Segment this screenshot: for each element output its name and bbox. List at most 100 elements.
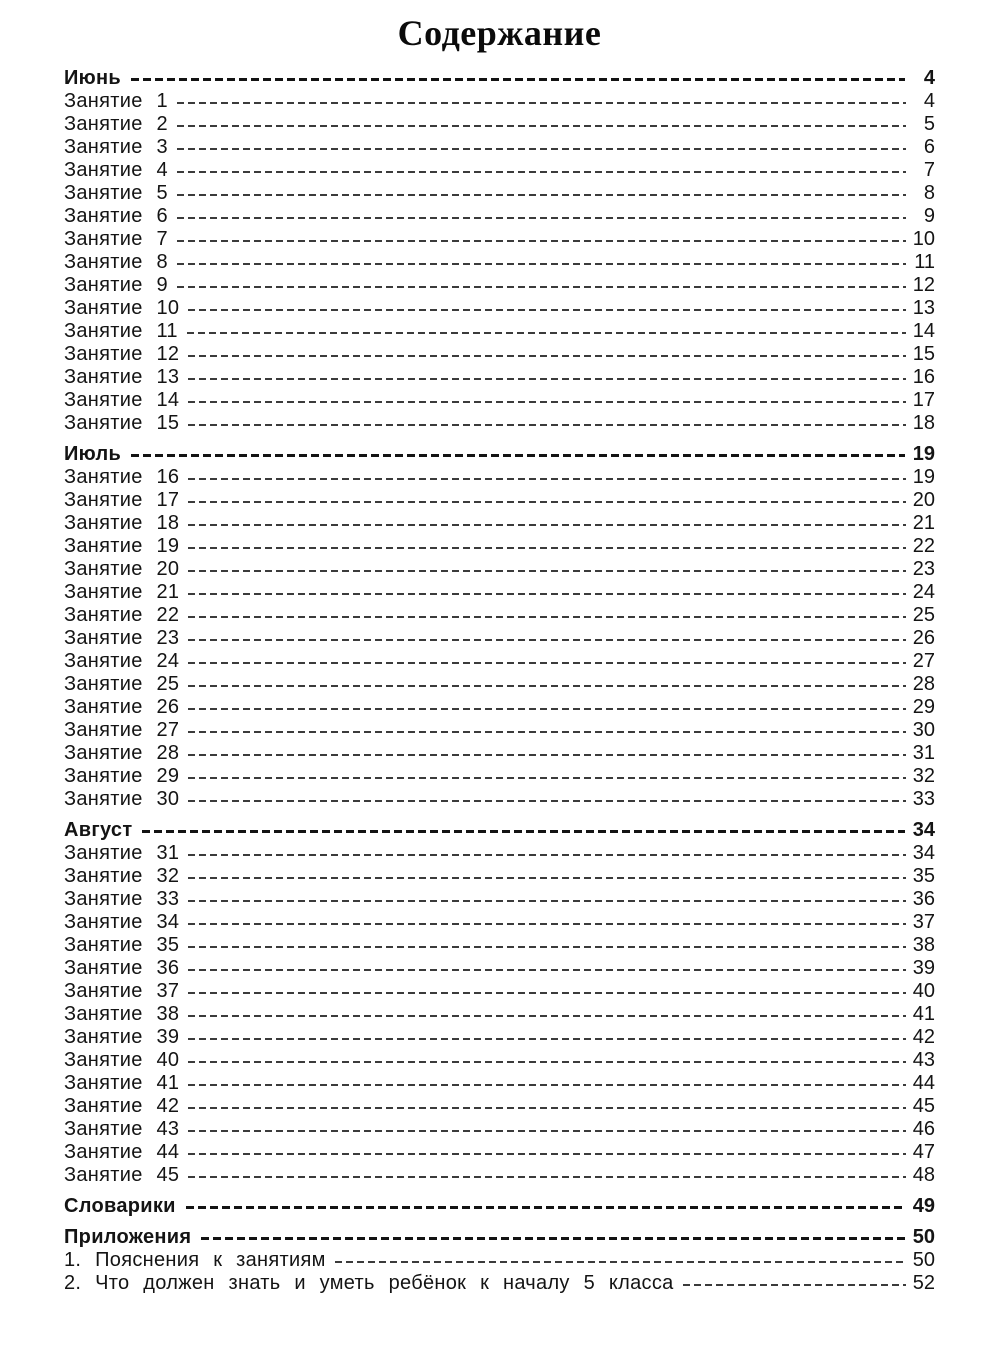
entry-label: Занятие 1 — [64, 90, 168, 112]
entry-page-number: 38 — [912, 934, 935, 956]
toc-entry: Занятие 16 19 — [64, 466, 935, 489]
entry-page-number: 29 — [912, 696, 935, 718]
entry-label: Занятие 19 — [64, 535, 180, 557]
entry-label: Занятие 3 — [64, 136, 168, 158]
section-label: Приложения — [64, 1226, 192, 1248]
entry-page-number: 52 — [912, 1272, 935, 1294]
dash-leader-icon — [188, 1176, 906, 1178]
toc-entry: Занятие 30 33 — [64, 788, 935, 811]
entry-label: Занятие 29 — [64, 765, 180, 787]
toc-entry: Занятие 14 17 — [64, 389, 935, 412]
entry-page-number: 46 — [912, 1118, 935, 1140]
entry-label: Занятие 22 — [64, 604, 180, 626]
dash-leader-icon — [188, 524, 906, 526]
toc-entry: Занятие 20 23 — [64, 558, 935, 581]
dash-leader-icon — [188, 969, 906, 971]
dash-leader-icon — [188, 754, 906, 756]
toc-entry: Занятие 19 22 — [64, 535, 935, 558]
dash-leader-icon — [188, 547, 906, 549]
entry-page-number: 26 — [912, 627, 935, 649]
entry-label: Занятие 15 — [64, 412, 180, 434]
entry-page-number: 4 — [923, 90, 935, 112]
toc-section-header: Июль 19 — [64, 443, 935, 466]
dash-leader-icon — [334, 1261, 906, 1263]
toc-entry: Занятие 35 38 — [64, 934, 935, 957]
dash-leader-icon — [176, 102, 906, 104]
toc-section-header: Приложения 50 — [64, 1226, 935, 1249]
entry-label: Занятие 14 — [64, 389, 180, 411]
dash-leader-icon — [176, 171, 906, 173]
entry-label: 2. Что должен знать и уметь ребёнок к на… — [64, 1272, 674, 1294]
entry-label: Занятие 32 — [64, 865, 180, 887]
dash-leader-icon — [188, 992, 906, 994]
entry-label: Занятие 24 — [64, 650, 180, 672]
entry-label: Занятие 33 — [64, 888, 180, 910]
toc-entry: Занятие 5 8 — [64, 182, 935, 205]
entry-label: Занятие 20 — [64, 558, 180, 580]
toc-entry: Занятие 17 20 — [64, 489, 935, 512]
toc-entry: 1. Пояснения к занятиям 50 — [64, 1249, 935, 1272]
dash-leader-icon — [188, 1130, 906, 1132]
entry-page-number: 22 — [912, 535, 935, 557]
section-page-number: 19 — [912, 443, 935, 465]
dash-leader-icon — [176, 217, 906, 219]
dash-leader-icon — [176, 148, 906, 150]
toc-entry: Занятие 38 41 — [64, 1003, 935, 1026]
toc-entry: Занятие 8 11 — [64, 251, 935, 274]
entry-page-number: 23 — [912, 558, 935, 580]
dash-leader-icon — [188, 501, 906, 503]
dash-leader-icon — [682, 1284, 906, 1286]
dash-leader-icon — [176, 263, 906, 265]
dash-leader-icon — [188, 1107, 906, 1109]
toc-entry: Занятие 29 32 — [64, 765, 935, 788]
entry-label: Занятие 5 — [64, 182, 168, 204]
page-title: Содержание — [397, 13, 602, 53]
toc-entry: Занятие 27 30 — [64, 719, 935, 742]
toc-entry: Занятие 10 13 — [64, 297, 935, 320]
dash-leader-icon — [188, 685, 906, 687]
toc-entry: Занятие 13 16 — [64, 366, 935, 389]
entry-page-number: 7 — [923, 159, 935, 181]
dash-leader-icon — [188, 570, 906, 572]
entry-page-number: 45 — [912, 1095, 935, 1117]
dash-leader-icon — [176, 286, 906, 288]
dash-leader-icon — [188, 1153, 906, 1155]
entry-page-number: 44 — [912, 1072, 935, 1094]
entry-page-number: 37 — [912, 911, 935, 933]
section-page-number: 50 — [912, 1226, 935, 1248]
entry-label: Занятие 36 — [64, 957, 180, 979]
entry-label: Занятие 45 — [64, 1164, 180, 1186]
toc-entry: Занятие 45 48 — [64, 1164, 935, 1187]
entry-label: Занятие 26 — [64, 696, 180, 718]
section-page-number: 34 — [912, 819, 935, 841]
entry-page-number: 17 — [912, 389, 935, 411]
dash-leader-icon — [176, 240, 906, 242]
dash-leader-icon — [188, 662, 906, 664]
toc-entry: Занятие 22 25 — [64, 604, 935, 627]
section-label: Август — [64, 819, 133, 841]
toc-entry: Занятие 26 29 — [64, 696, 935, 719]
toc-entry: Занятие 32 35 — [64, 865, 935, 888]
entry-label: Занятие 12 — [64, 343, 180, 365]
dash-leader-icon — [186, 332, 906, 334]
entry-label: Занятие 35 — [64, 934, 180, 956]
entry-label: Занятие 23 — [64, 627, 180, 649]
entry-label: Занятие 38 — [64, 1003, 180, 1025]
entry-page-number: 31 — [912, 742, 935, 764]
toc-entry: Занятие 21 24 — [64, 581, 935, 604]
toc-entry: Занятие 40 43 — [64, 1049, 935, 1072]
toc-list: Июнь 4 Занятие 1 4 Занятие 2 5 Занятие 3… — [64, 67, 935, 1295]
entry-label: Занятие 39 — [64, 1026, 180, 1048]
entry-page-number: 47 — [912, 1141, 935, 1163]
dash-leader-icon — [188, 854, 906, 856]
entry-page-number: 10 — [912, 228, 935, 250]
entry-page-number: 8 — [923, 182, 935, 204]
dash-leader-icon — [188, 1038, 906, 1040]
toc-entry: Занятие 37 40 — [64, 980, 935, 1003]
toc-entry: Занятие 23 26 — [64, 627, 935, 650]
toc-entry: Занятие 31 34 — [64, 842, 935, 865]
toc-entry: Занятие 28 31 — [64, 742, 935, 765]
entry-label: Занятие 34 — [64, 911, 180, 933]
toc-section-header: Август 34 — [64, 819, 935, 842]
dash-leader-icon — [188, 777, 906, 779]
